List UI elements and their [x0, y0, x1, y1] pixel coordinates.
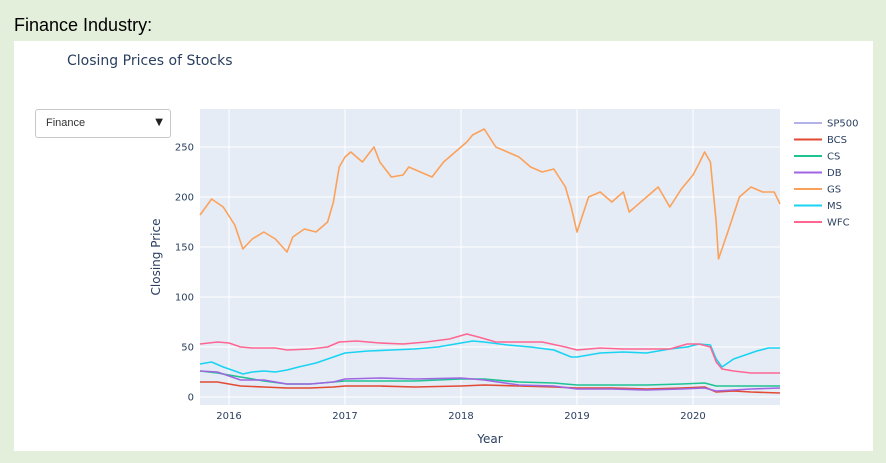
- chart-title: Closing Prices of Stocks: [67, 53, 233, 69]
- series-line-wfc: [199, 333, 780, 374]
- y-axis-title: Closing Price: [149, 219, 163, 296]
- legend-label: BCS: [827, 135, 847, 146]
- legend-item-cs[interactable]: CS: [794, 152, 840, 163]
- legend-label: SP500: [827, 119, 858, 130]
- legend-item-gs[interactable]: GS: [794, 185, 841, 196]
- legend-item-bcs[interactable]: BCS: [794, 135, 847, 146]
- x-tick-label: 2019: [564, 411, 589, 422]
- legend-label: CS: [827, 152, 840, 163]
- x-axis-title: Year: [476, 432, 502, 446]
- chart-panel: Closing Prices of Stocks Finance ▼ 0 50 10…: [14, 41, 873, 451]
- chevron-down-icon: ▼: [155, 117, 163, 128]
- series-line-db: [199, 370, 781, 392]
- legend-label: DB: [827, 168, 842, 179]
- legend-item-ms[interactable]: MS: [794, 201, 842, 212]
- x-tick-label: 2020: [680, 411, 705, 422]
- legend[interactable]: SP500 BCS CS DB GS MS WFC: [794, 119, 858, 229]
- industry-dropdown[interactable]: Finance ▼: [35, 109, 171, 138]
- x-tick-label: 2017: [332, 411, 357, 422]
- legend-label: MS: [827, 201, 842, 212]
- y-tick-label: 100: [175, 293, 194, 304]
- legend-item-db[interactable]: DB: [794, 168, 842, 179]
- legend-label: WFC: [827, 218, 850, 229]
- series-lines: [199, 128, 781, 394]
- y-tick-label: 0: [188, 393, 194, 404]
- x-axis-ticks: 2016 2017 2018 2019 2020: [216, 411, 705, 422]
- series-line-gs: [199, 128, 781, 260]
- legend-item-wfc[interactable]: WFC: [794, 218, 850, 229]
- dropdown-selected-value: Finance: [46, 117, 86, 129]
- y-tick-label: 150: [175, 243, 194, 254]
- x-tick-label: 2018: [448, 411, 473, 422]
- line-chart: 0 50 100 150 200 250 2016 2017 2018 2019 2020 SP5…: [149, 109, 858, 446]
- x-tick-label: 2016: [216, 411, 241, 422]
- y-axis-ticks: 0 50 100 150 200 250: [175, 143, 194, 404]
- series-line-ms: [199, 340, 780, 375]
- legend-item-sp500[interactable]: SP500: [794, 119, 858, 130]
- y-tick-label: 200: [175, 193, 194, 204]
- y-tick-label: 50: [181, 343, 194, 354]
- page-heading: Finance Industry:: [14, 15, 153, 35]
- legend-label: GS: [827, 185, 841, 196]
- plot-area: [200, 109, 780, 405]
- y-tick-label: 250: [175, 143, 194, 154]
